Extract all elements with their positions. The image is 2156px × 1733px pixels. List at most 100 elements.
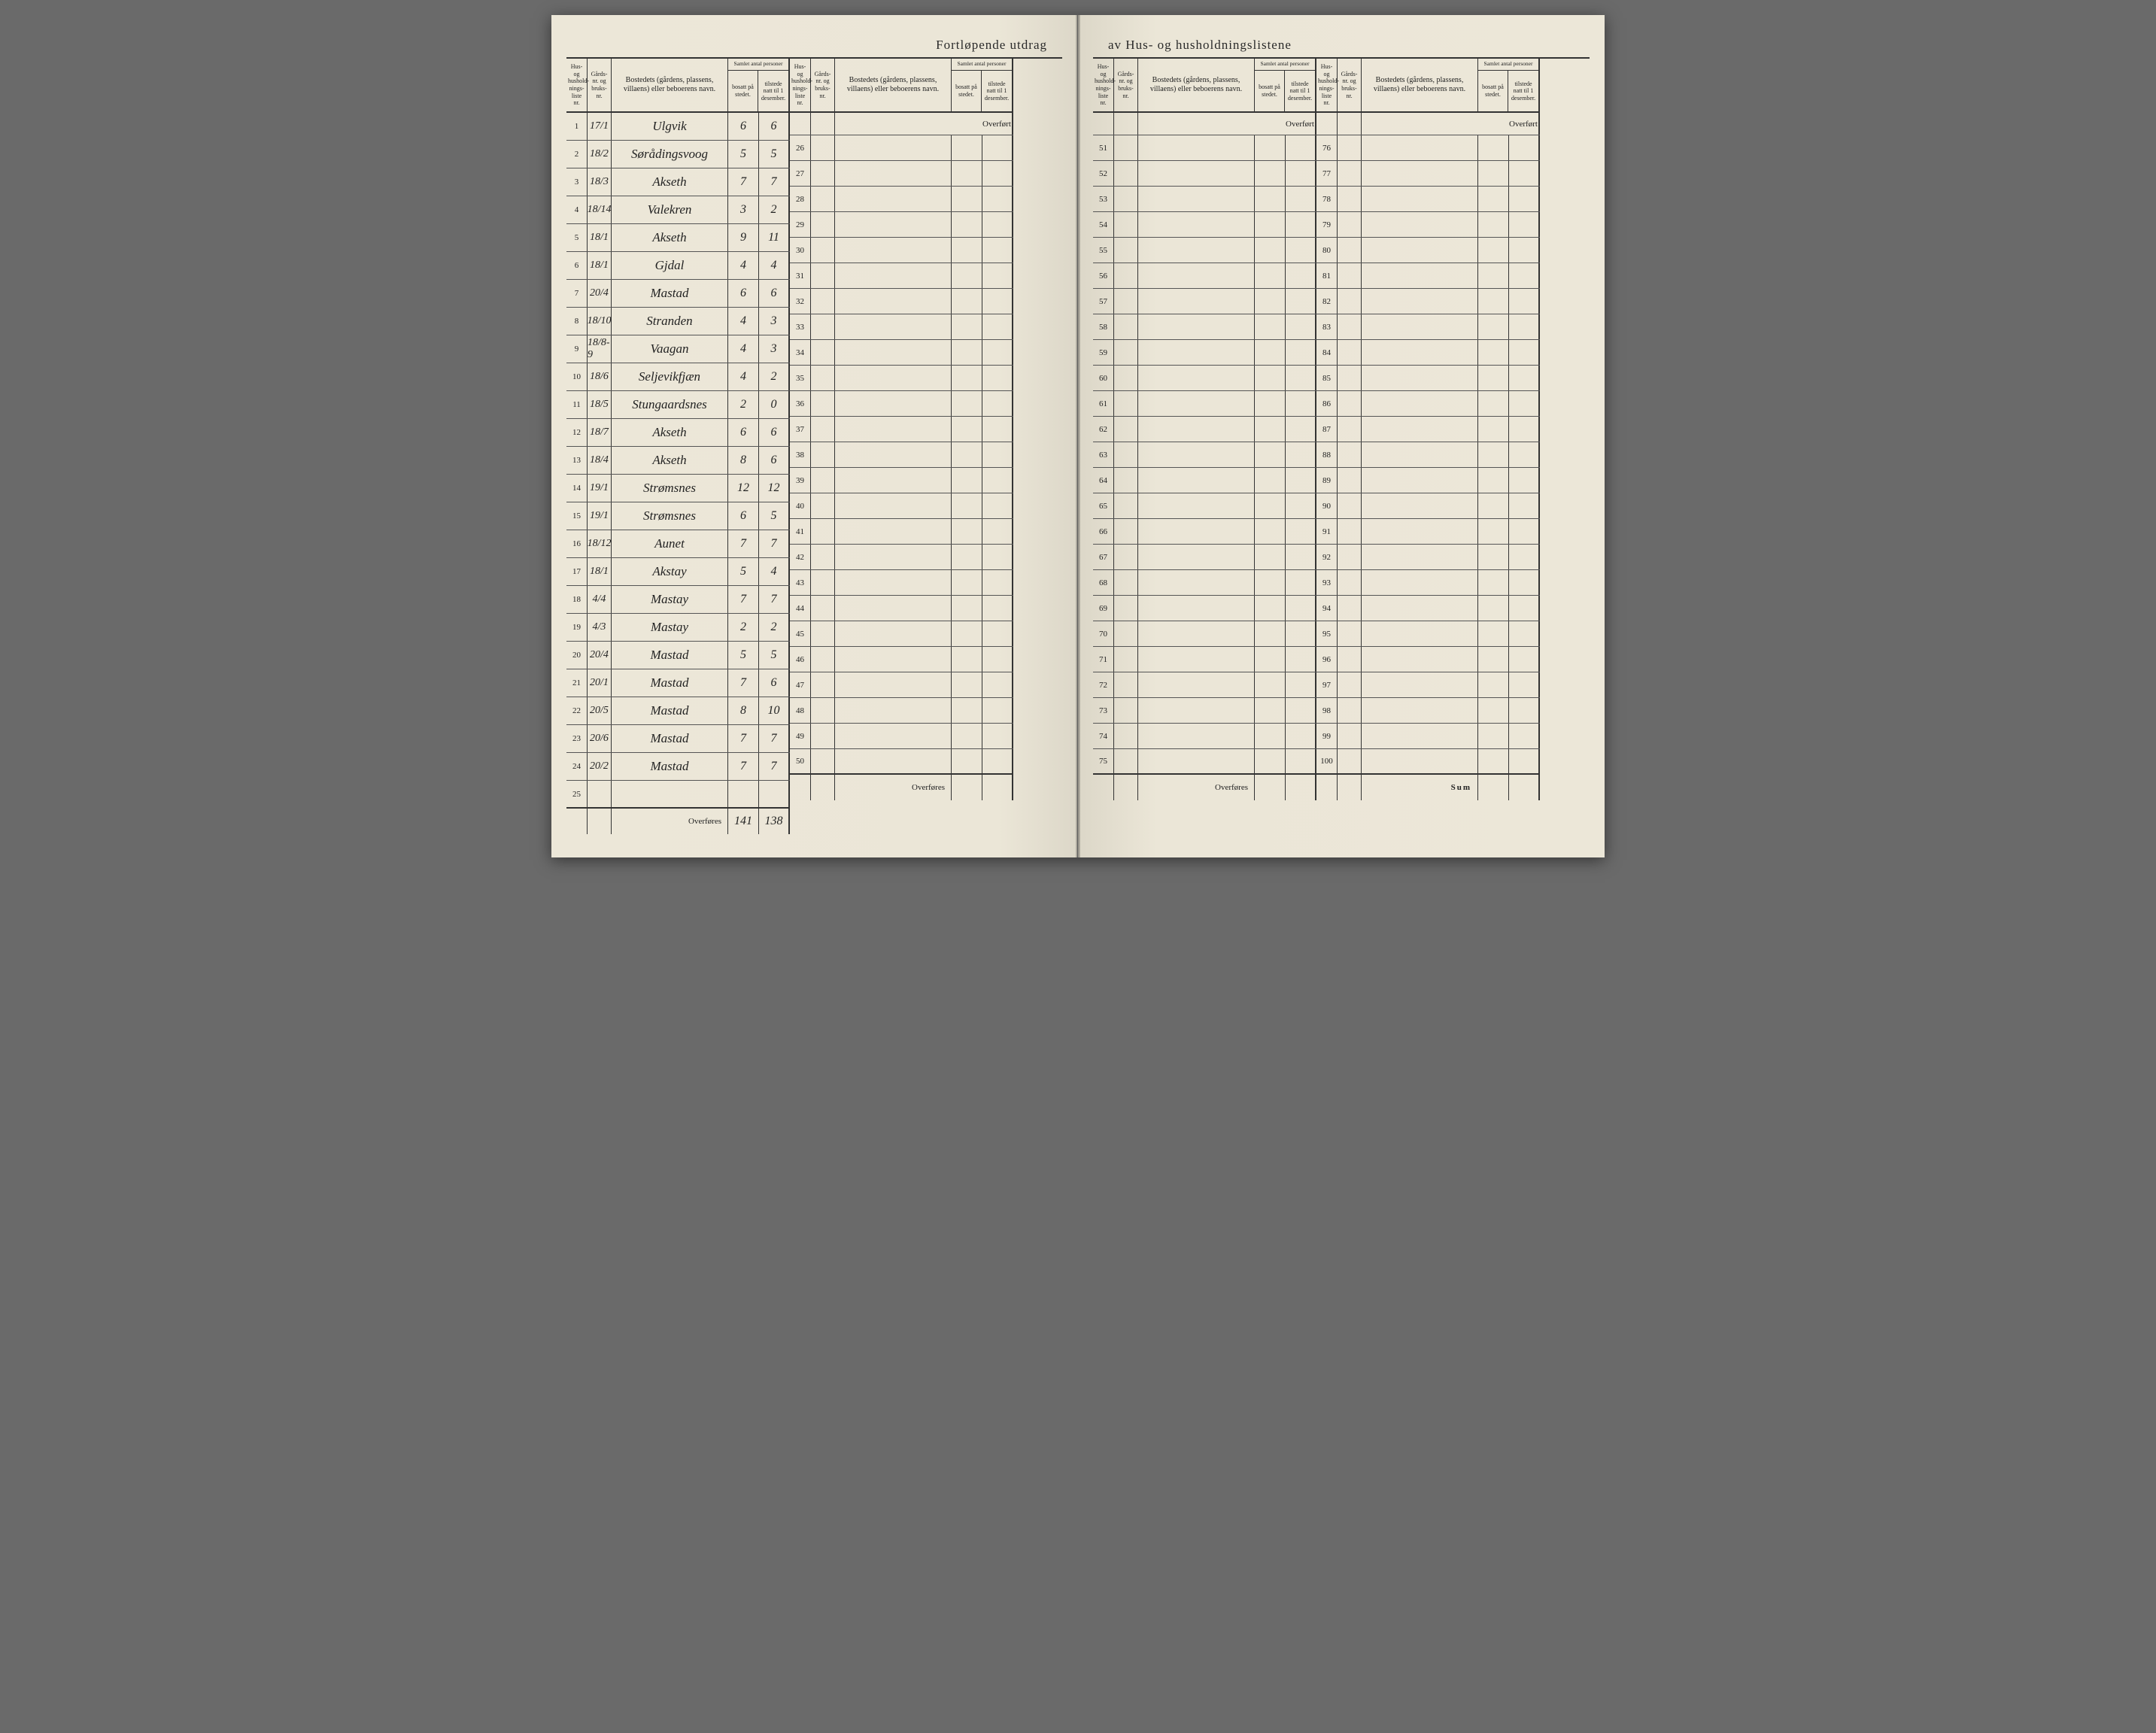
table-row: 75 — [1093, 749, 1316, 775]
row-number: 62 — [1093, 417, 1114, 442]
table-row: 62 — [1093, 417, 1316, 442]
row-number: 25 — [566, 781, 588, 807]
bosatt-value: 6 — [728, 113, 759, 140]
row-number: 13 — [566, 447, 588, 474]
table-row: 1519/1Strømsnes65 — [566, 502, 790, 530]
table-row: 99 — [1316, 724, 1540, 749]
table-row: 27 — [790, 161, 1013, 187]
gards-value: 20/4 — [588, 642, 612, 669]
block1-footer: Overføres 141 138 — [566, 809, 790, 834]
gards-value: 18/12 — [588, 530, 612, 557]
right-columns: Hus- og hushold-nings-liste nr. Gårds-nr… — [1093, 57, 1590, 800]
table-row: 67 — [1093, 545, 1316, 570]
gards-value: 20/1 — [588, 669, 612, 697]
gards-value: 18/3 — [588, 168, 612, 196]
table-row: 34 — [790, 340, 1013, 366]
gards-value: 18/2 — [588, 141, 612, 168]
row-number: 48 — [790, 698, 811, 723]
table-row: 65 — [1093, 493, 1316, 519]
row-number: 22 — [566, 697, 588, 724]
tilstede-value: 6 — [759, 669, 790, 697]
row-number: 87 — [1316, 417, 1338, 442]
row-number: 39 — [790, 468, 811, 493]
header-bosted: Bostedets (gårdens, plassens, villaens) … — [612, 59, 728, 111]
table-row: 918/8-9Vaagan43 — [566, 335, 790, 363]
row-number: 36 — [790, 391, 811, 416]
header-row: Hus- og hushold-nings-liste nr. Gårds-nr… — [1093, 59, 1316, 113]
table-row: 25 — [566, 781, 790, 809]
table-row: 84 — [1316, 340, 1540, 366]
table-row: 69 — [1093, 596, 1316, 621]
table-row: 1218/7Akseth66 — [566, 419, 790, 447]
bosatt-value: 7 — [728, 168, 759, 196]
row-number: 50 — [790, 749, 811, 773]
gards-value: 18/5 — [588, 391, 612, 418]
block-3: Hus- og hushold-nings-liste nr. Gårds-nr… — [1093, 59, 1316, 800]
table-row: 64 — [1093, 468, 1316, 493]
table-row: 72 — [1093, 672, 1316, 698]
row-number: 54 — [1093, 212, 1114, 237]
bosted-name: Valekren — [612, 196, 728, 223]
row-number: 38 — [790, 442, 811, 467]
gards-value: 18/14 — [588, 196, 612, 223]
bosted-name: Vaagan — [612, 335, 728, 363]
table-row: 57 — [1093, 289, 1316, 314]
row-number: 100 — [1316, 749, 1338, 773]
row-number: 5 — [566, 224, 588, 251]
row-number: 83 — [1316, 314, 1338, 339]
tilstede-value: 6 — [759, 113, 790, 140]
row-number: 3 — [566, 168, 588, 196]
overfores-label: Overføres — [612, 809, 728, 834]
header-gards: Gårds-nr. og bruks-nr. — [811, 59, 835, 111]
block2-footer: Overføres — [790, 775, 1013, 800]
row-number: 45 — [790, 621, 811, 646]
row-number: 23 — [566, 725, 588, 752]
bosatt-value: 4 — [728, 335, 759, 363]
row-number: 89 — [1316, 468, 1338, 493]
table-row: 46 — [790, 647, 1013, 672]
tilstede-value: 6 — [759, 419, 790, 446]
block4-rows: 7677787980818283848586878889909192939495… — [1316, 135, 1540, 775]
gards-value: 18/1 — [588, 558, 612, 585]
bosted-name: Akseth — [612, 224, 728, 251]
gards-value: 18/1 — [588, 252, 612, 279]
bosted-name: Mastad — [612, 669, 728, 697]
bosted-name: Akstay — [612, 558, 728, 585]
bosted-name: Stungaardsnes — [612, 391, 728, 418]
table-row: 61 — [1093, 391, 1316, 417]
header-samlet-label: Samlet antal personer — [728, 59, 788, 71]
table-row: 94 — [1316, 596, 1540, 621]
row-number: 71 — [1093, 647, 1114, 672]
table-row: 79 — [1316, 212, 1540, 238]
block1-rows: 117/1Ulgvik66218/2Sørådingsvoog55318/3Ak… — [566, 113, 790, 809]
row-number: 9 — [566, 335, 588, 363]
table-row: 43 — [790, 570, 1013, 596]
tilstede-value: 7 — [759, 586, 790, 613]
bosted-name: Akseth — [612, 419, 728, 446]
row-number: 44 — [790, 596, 811, 621]
table-row: 49 — [790, 724, 1013, 749]
row-number: 24 — [566, 753, 588, 780]
row-number: 67 — [1093, 545, 1114, 569]
table-row: 60 — [1093, 366, 1316, 391]
gards-value: 18/6 — [588, 363, 612, 390]
block2-rows: 2627282930313233343536373839404142434445… — [790, 135, 1013, 775]
row-number: 7 — [566, 280, 588, 307]
row-number: 21 — [566, 669, 588, 697]
tilstede-value: 4 — [759, 558, 790, 585]
table-row: 56 — [1093, 263, 1316, 289]
table-row: 93 — [1316, 570, 1540, 596]
table-row: 52 — [1093, 161, 1316, 187]
row-number: 63 — [1093, 442, 1114, 467]
table-row: 31 — [790, 263, 1013, 289]
book-spine — [1076, 15, 1080, 857]
row-number: 2 — [566, 141, 588, 168]
table-row: 28 — [790, 187, 1013, 212]
table-row: 87 — [1316, 417, 1540, 442]
gards-value: 4/4 — [588, 586, 612, 613]
table-row: 48 — [790, 698, 1013, 724]
header-liste: Hus- og hushold-nings-liste nr. — [790, 59, 811, 111]
row-number: 58 — [1093, 314, 1114, 339]
table-row: 95 — [1316, 621, 1540, 647]
row-number: 18 — [566, 586, 588, 613]
